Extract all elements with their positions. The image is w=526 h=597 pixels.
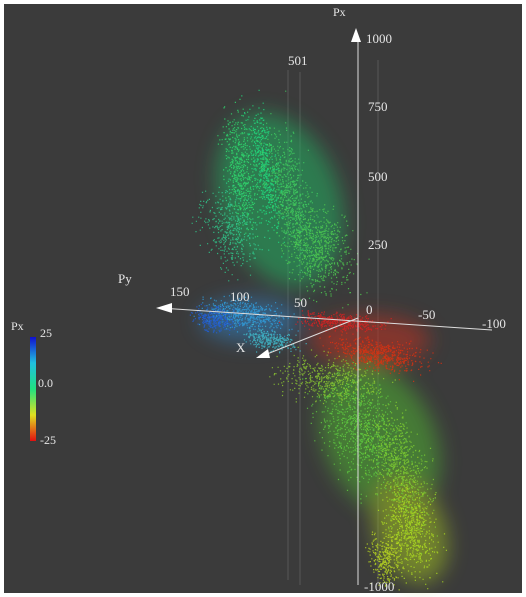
colorbar-tick: -25 [40,433,56,447]
visualization: Px 1000 750 500 250 -1000 501 Py 150 100… [0,0,526,597]
tick-label: -100 [482,316,506,331]
colorbar-tick: 0.0 [38,376,53,390]
axis-label: Px [333,5,346,19]
tick-label: 100 [230,289,250,304]
tick-label: 0 [366,302,373,317]
colorbar [30,337,36,441]
colorbar-title: Px [11,319,24,333]
tick-label: 150 [170,284,190,299]
viewport [4,4,522,593]
tick-label: 500 [368,169,388,184]
depth-label: 501 [288,53,308,68]
tick-label: 50 [294,295,307,310]
axis-label: Py [118,271,132,286]
tick-label: 1000 [366,31,392,46]
tick-label: 250 [368,237,388,252]
tick-label: -1000 [364,579,394,594]
tick-label: 750 [368,99,388,114]
tick-label: -50 [418,307,435,322]
page: {"vertical_axis": {"label": "Px", "ticks… [0,0,526,597]
axis-label: X [236,340,246,355]
colorbar-tick: 25 [40,326,52,340]
